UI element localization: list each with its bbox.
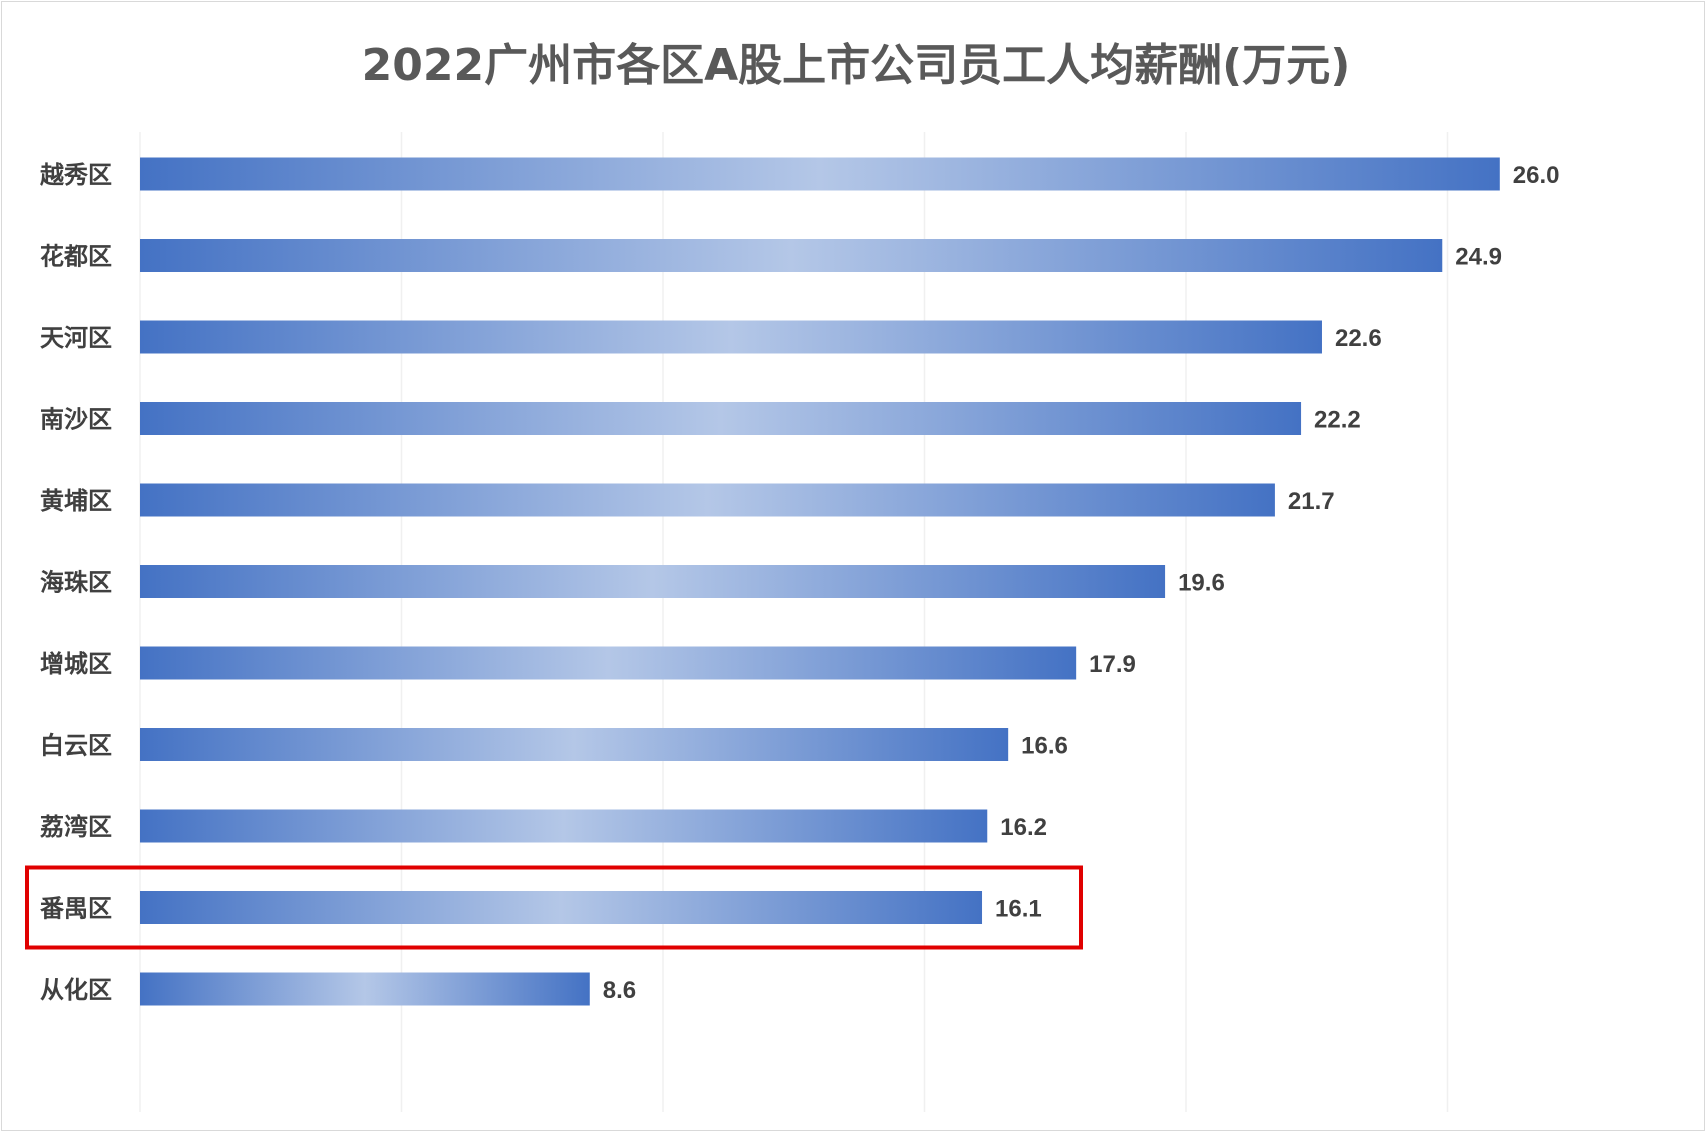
category-label: 黄埔区 <box>40 487 112 515</box>
bar-11 <box>140 972 590 1006</box>
category-label: 荔湾区 <box>40 813 112 841</box>
category-label: 越秀区 <box>40 161 112 189</box>
data-label: 16.1 <box>995 896 1042 923</box>
category-label: 番禺区 <box>39 895 112 923</box>
bar-5 <box>140 483 1275 517</box>
category-label: 从化区 <box>40 976 112 1004</box>
data-label: 8.6 <box>603 977 636 1004</box>
data-label: 26.0 <box>1513 162 1560 189</box>
category-label: 天河区 <box>40 324 112 352</box>
bar-9 <box>140 809 988 843</box>
data-label: 19.6 <box>1178 570 1225 597</box>
data-label: 16.2 <box>1000 814 1047 841</box>
data-label: 17.9 <box>1089 651 1136 678</box>
labels: 越秀区 26.0 花都区 24.9 天河区 22.6 南沙区 22.2 黄埔区 21.7 海珠区 19… <box>39 161 1560 1004</box>
bar-6 <box>140 565 1166 598</box>
highlight-layer <box>25 865 1083 950</box>
bar-1 <box>140 157 1500 191</box>
data-label: 24.9 <box>1455 244 1502 271</box>
bar-4 <box>140 402 1302 435</box>
bar-3 <box>140 320 1322 354</box>
category-label: 花都区 <box>40 243 112 271</box>
category-label: 南沙区 <box>40 406 112 434</box>
data-label: 21.7 <box>1288 488 1335 515</box>
bar-8 <box>140 728 1009 761</box>
chart-title: 2022广州市各区A股上市公司员工人均薪酬(万元) <box>362 40 1351 91</box>
gridlines <box>139 132 1449 1112</box>
bars <box>140 157 1500 1006</box>
data-label: 16.6 <box>1021 733 1068 760</box>
category-label: 增城区 <box>40 650 112 678</box>
bar-10 <box>140 891 983 924</box>
bar-2 <box>140 239 1443 272</box>
data-label: 22.2 <box>1314 407 1361 434</box>
highlight-box <box>25 865 1083 950</box>
category-label: 海珠区 <box>40 569 112 597</box>
bar-7 <box>140 646 1077 680</box>
data-label: 22.6 <box>1335 325 1382 352</box>
category-label: 白云区 <box>40 732 112 760</box>
